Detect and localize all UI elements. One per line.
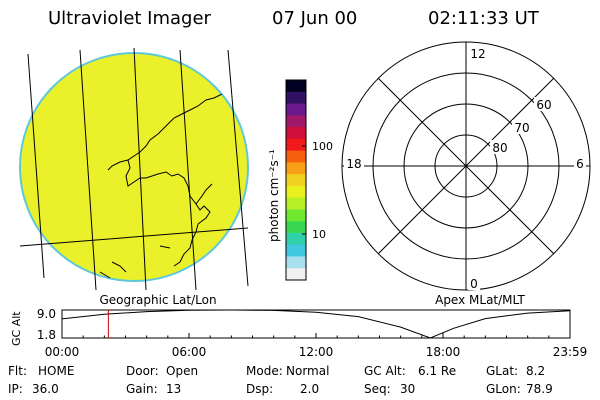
lat-lon-grid bbox=[19, 47, 249, 291]
info-row: IP: 36.0 Gain: 13 Dsp: 2.0 Seq: 30 GLon:… bbox=[8, 382, 553, 396]
info-label-glon: GLon: bbox=[486, 382, 521, 396]
info-value-gain: 13 bbox=[166, 382, 181, 396]
left-panel-caption: Geographic Lat/Lon bbox=[99, 293, 216, 307]
altitude-xtick-label: 00:00 bbox=[45, 345, 80, 359]
info-label-gc-alt: GC Alt: bbox=[364, 364, 406, 378]
colorbar-segment bbox=[286, 103, 306, 116]
colorbar-segment bbox=[286, 268, 306, 281]
info-label-glat: GLat: bbox=[486, 364, 518, 378]
info-row: Flt: HOME Door: Open Mode: Normal GC Alt… bbox=[8, 364, 545, 378]
info-label-seq: Seq: bbox=[364, 382, 391, 396]
colorbar-segment bbox=[286, 185, 306, 199]
info-label-dsp: Dsp: bbox=[246, 382, 273, 396]
colorbar-segment bbox=[286, 127, 306, 140]
altitude-ylabel: GC Alt bbox=[10, 311, 23, 346]
polar-grid bbox=[341, 41, 591, 291]
image-disc bbox=[19, 52, 249, 282]
altitude-xtick-label: 23:59 bbox=[553, 345, 588, 359]
mlt-label-0: 0 bbox=[470, 277, 478, 291]
colorbar-segment bbox=[286, 115, 306, 128]
info-value-dsp: 2.0 bbox=[300, 382, 319, 396]
colorbar-segment bbox=[286, 244, 306, 257]
right-panel-caption: Apex MLat/MLT bbox=[435, 293, 525, 307]
info-label-door: Door: bbox=[126, 364, 159, 378]
info-value-mode: Normal bbox=[286, 364, 329, 378]
colorbar-segment bbox=[286, 174, 306, 187]
info-label-flt: Flt: bbox=[8, 364, 27, 378]
info-value-glon: 78.9 bbox=[526, 382, 553, 396]
mlt-label-6: 6 bbox=[576, 157, 584, 171]
colorbar-segment bbox=[286, 232, 306, 246]
colorbar-segment bbox=[286, 256, 306, 269]
colorbar-segment bbox=[286, 138, 306, 152]
altitude-x-ticks bbox=[61, 333, 571, 338]
colorbar-gradient bbox=[286, 80, 306, 281]
altitude-xtick-label: 18:00 bbox=[426, 345, 461, 359]
colorbar-unit-label: photon cm⁻²s⁻¹ bbox=[267, 149, 281, 242]
colorbar-segment bbox=[286, 91, 306, 105]
coastline bbox=[99, 89, 248, 279]
lat-label-80: 80 bbox=[492, 141, 507, 155]
altitude-ytick-1-8: 1.8 bbox=[37, 328, 56, 342]
info-value-glat: 8.2 bbox=[526, 364, 545, 378]
colorbar: 100 10 photon cm⁻²s⁻¹ bbox=[267, 79, 333, 281]
lat-label-60: 60 bbox=[536, 98, 551, 112]
mlt-label-12: 12 bbox=[470, 47, 485, 61]
colorbar-frame bbox=[285, 79, 307, 281]
info-table: Flt: HOME Door: Open Mode: Normal GC Alt… bbox=[8, 364, 553, 396]
colorbar-segment bbox=[286, 221, 306, 234]
colorbar-segment bbox=[286, 162, 306, 175]
altitude-strip: 9.0 1.8 GC Alt 00:00 06:00 12:00 18:00 2… bbox=[10, 307, 587, 359]
info-label-gain: Gain: bbox=[126, 382, 158, 396]
altitude-series-line bbox=[61, 309, 571, 339]
info-label-mode: Mode: bbox=[246, 364, 283, 378]
mlt-label-18: 18 bbox=[346, 157, 361, 171]
info-value-ip: 36.0 bbox=[32, 382, 59, 396]
info-value-gc-alt: 6.1 Re bbox=[418, 364, 456, 378]
lat-label-70: 70 bbox=[514, 121, 529, 135]
header-title: Ultraviolet Imager bbox=[48, 8, 212, 29]
altitude-xtick-label: 06:00 bbox=[172, 345, 207, 359]
colorbar-segment bbox=[286, 150, 306, 163]
geographic-panel: Geographic Lat/Lon bbox=[19, 47, 249, 307]
header-time: 02:11:33 UT bbox=[428, 8, 540, 29]
altitude-ytick-9: 9.0 bbox=[37, 307, 56, 321]
info-value-door: Open bbox=[166, 364, 198, 378]
colorbar-tick-label-10: 10 bbox=[312, 228, 326, 241]
header-date: 07 Jun 00 bbox=[272, 8, 357, 29]
polar-panel: 12 6 0 18 60 70 80 Apex MLat/MLT bbox=[341, 41, 591, 307]
colorbar-segment bbox=[286, 209, 306, 222]
colorbar-segment bbox=[286, 80, 306, 93]
info-value-flt: HOME bbox=[38, 364, 74, 378]
info-label-ip: IP: bbox=[8, 382, 23, 396]
colorbar-tick-label-100: 100 bbox=[312, 140, 333, 153]
info-value-seq: 30 bbox=[400, 382, 415, 396]
colorbar-segment bbox=[286, 197, 306, 210]
altitude-xtick-label: 12:00 bbox=[299, 345, 334, 359]
